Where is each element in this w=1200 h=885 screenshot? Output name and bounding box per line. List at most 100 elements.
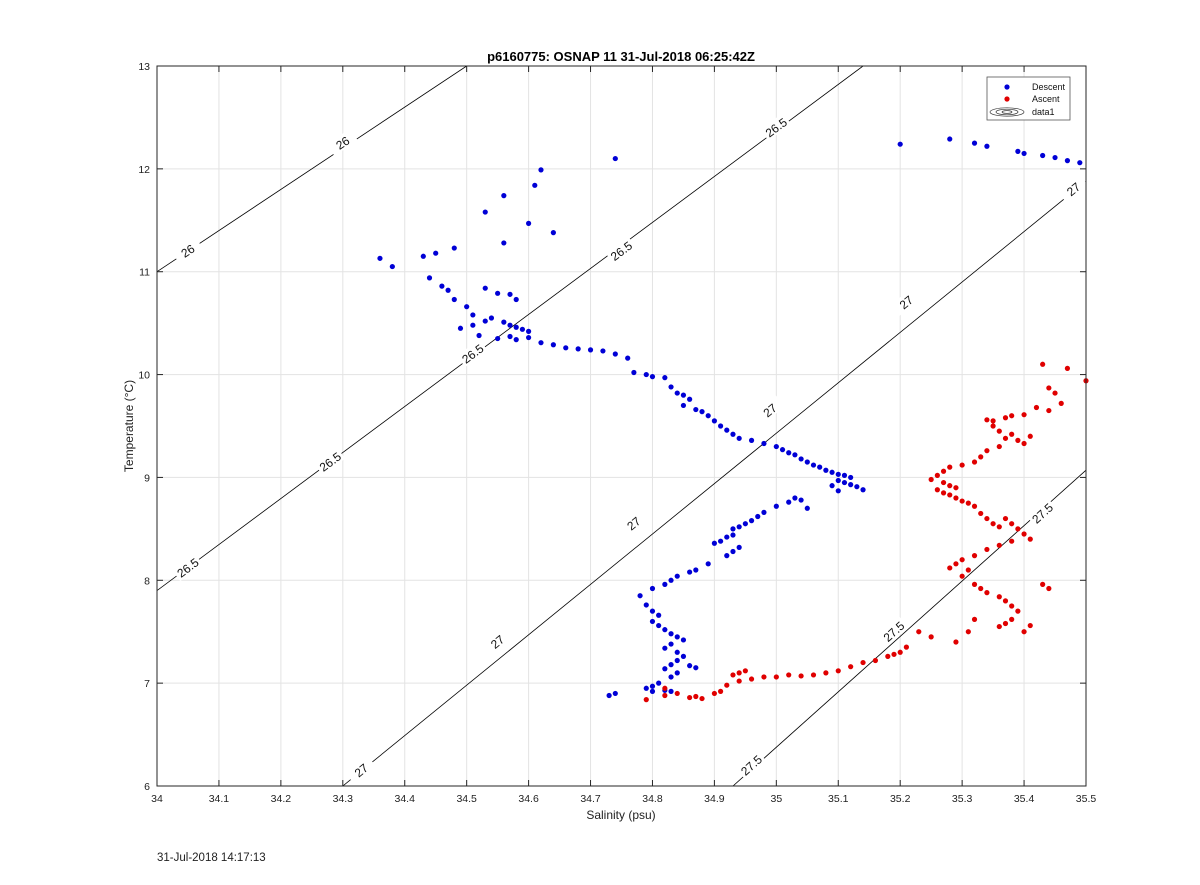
- descent-point: [841, 472, 848, 478]
- descent-point: [526, 334, 532, 341]
- x-tick-label: 34.4: [395, 793, 416, 805]
- y-tick-label: 9: [144, 472, 150, 484]
- descent-point: [625, 355, 631, 361]
- ascent-point: [947, 492, 953, 498]
- descent-point: [687, 396, 693, 402]
- descent-point: [680, 392, 687, 398]
- ascent-point: [761, 674, 767, 680]
- ascent-point: [1021, 412, 1027, 418]
- descent-point: [550, 342, 556, 348]
- ascent-point: [860, 659, 866, 666]
- descent-point: [476, 332, 482, 339]
- x-tick-label: 35: [770, 793, 782, 805]
- ascent-point: [1015, 526, 1021, 532]
- descent-point: [1040, 152, 1046, 159]
- ascent-point: [984, 546, 990, 553]
- x-tick-label: 34.8: [642, 793, 663, 805]
- x-tick-label: 34: [151, 793, 163, 805]
- descent-point: [507, 291, 513, 297]
- ascent-point: [971, 503, 978, 509]
- ascent-point: [1021, 531, 1027, 537]
- ascent-point: [953, 561, 959, 567]
- ascent-point: [742, 668, 748, 674]
- ascent-point: [848, 664, 854, 670]
- ascent-point: [1002, 620, 1009, 627]
- descent-point: [482, 285, 488, 291]
- ascent-point: [947, 483, 953, 489]
- descent-point: [501, 319, 507, 325]
- descent-point: [742, 521, 748, 527]
- descent-point: [786, 450, 792, 456]
- ascent-point: [810, 672, 817, 678]
- ascent-point: [940, 468, 947, 474]
- descent-point: [662, 581, 668, 588]
- descent-point: [649, 618, 656, 625]
- ascent-point: [990, 521, 996, 527]
- descent-point: [674, 670, 680, 676]
- ascent-point: [928, 476, 934, 483]
- x-tick-label: 34.6: [518, 793, 539, 805]
- descent-point: [761, 440, 767, 447]
- descent-point: [482, 209, 488, 215]
- descent-point: [426, 275, 433, 281]
- descent-point: [724, 553, 730, 559]
- descent-point: [693, 406, 699, 413]
- axes-box: [156, 65, 1087, 787]
- ascent-point: [674, 690, 680, 697]
- descent-point: [829, 469, 835, 475]
- descent-point: [1077, 160, 1083, 166]
- descent-point: [513, 296, 519, 303]
- descent-point: [730, 548, 736, 555]
- descent-point: [761, 509, 767, 515]
- y-tick-label: 10: [138, 370, 150, 382]
- ascent-point: [996, 524, 1002, 530]
- ascent-point: [736, 678, 742, 684]
- descent-point: [705, 561, 711, 567]
- descent-point: [662, 627, 668, 633]
- descent-point: [755, 513, 761, 520]
- ascent-point: [940, 490, 947, 496]
- legend-ascent-marker: [1004, 96, 1010, 102]
- descent-point: [817, 464, 823, 470]
- contour-label-bg: [1057, 174, 1089, 203]
- legend: Descent Ascent data1: [986, 76, 1071, 121]
- descent-point: [464, 304, 470, 310]
- descent-point: [717, 423, 724, 429]
- y-axis-label: Temperature (°C): [122, 380, 136, 472]
- ascent-point: [1046, 407, 1052, 414]
- ascent-point: [1021, 629, 1027, 635]
- contour-label-bg: [890, 287, 922, 317]
- descent-point: [445, 287, 451, 293]
- ascent-point: [959, 498, 965, 504]
- ascent-point: [835, 668, 841, 674]
- contour-label-bg: [605, 236, 637, 265]
- contour-label-bg: [481, 626, 513, 656]
- descent-point: [575, 346, 581, 352]
- contour-label-bg: [326, 128, 358, 156]
- legend-contour-icon: [989, 107, 1025, 117]
- ascent-point: [996, 443, 1002, 450]
- ascent-point: [916, 629, 922, 635]
- ascent-point: [903, 644, 909, 650]
- ascent-point: [1027, 622, 1033, 629]
- ascent-point: [965, 629, 971, 635]
- descent-point: [810, 462, 817, 468]
- descent-point: [699, 409, 705, 415]
- descent-point: [680, 402, 687, 409]
- ascent-point: [1009, 616, 1015, 622]
- descent-point: [612, 155, 618, 162]
- descent-point: [377, 255, 383, 261]
- contour-label-bg: [1026, 498, 1058, 528]
- ascent-point: [978, 454, 984, 460]
- ascent-point: [959, 573, 965, 579]
- descent-point: [612, 690, 618, 697]
- y-tick-label: 12: [138, 164, 150, 176]
- descent-point: [526, 220, 532, 226]
- ascent-point: [965, 567, 971, 573]
- ascent-series: [643, 361, 1089, 703]
- descent-point: [730, 431, 736, 437]
- x-tick-label: 34.2: [271, 793, 292, 805]
- descent-point: [668, 662, 674, 668]
- descent-point: [773, 503, 779, 509]
- descent-point: [501, 240, 507, 246]
